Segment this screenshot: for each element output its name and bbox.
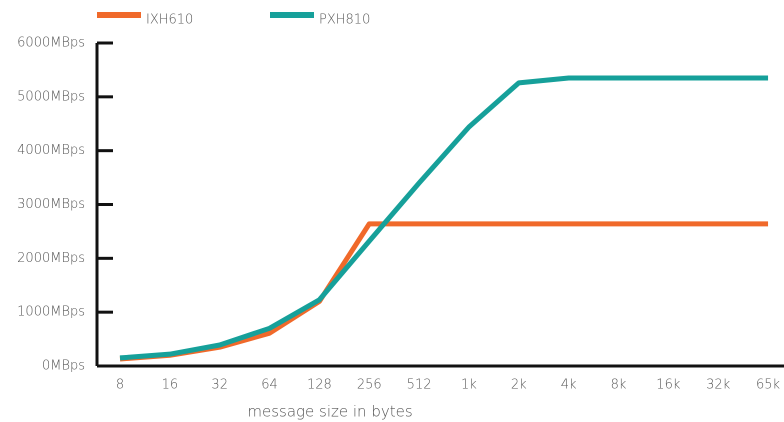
y-tick-label: 2000MBps: [17, 251, 85, 266]
y-tick-label: 6000MBps: [17, 36, 85, 51]
legend-label: IXH610: [146, 13, 193, 28]
x-tick-label: 8: [116, 378, 124, 393]
x-axis-label: message size in bytes: [247, 403, 412, 421]
x-tick-label: 16k: [656, 378, 681, 393]
y-tick-label: 3000MBps: [17, 197, 85, 212]
x-tick-label: 1k: [461, 378, 477, 393]
y-tick-label: 5000MBps: [17, 89, 85, 104]
x-tick-label: 32k: [706, 378, 731, 393]
x-tick-label: 256: [357, 378, 382, 393]
x-tick-label: 4k: [561, 378, 577, 393]
y-tick-label: 0MBps: [42, 359, 85, 374]
y-tick-label: 4000MBps: [17, 143, 85, 158]
x-tick-label: 128: [307, 378, 332, 393]
x-tick-label: 65k: [756, 378, 781, 393]
y-tick-label: 1000MBps: [17, 305, 85, 320]
x-tick-label: 16: [162, 378, 179, 393]
x-tick-label: 32: [211, 378, 228, 393]
series-line: [119, 75, 769, 361]
series-line: [119, 221, 769, 362]
x-tick-label: 64: [261, 378, 278, 393]
x-tick-label: 2k: [511, 378, 527, 393]
legend-label: PXH810: [319, 13, 370, 28]
x-tick-label: 512: [407, 378, 432, 393]
x-tick-label: 8k: [611, 378, 627, 393]
